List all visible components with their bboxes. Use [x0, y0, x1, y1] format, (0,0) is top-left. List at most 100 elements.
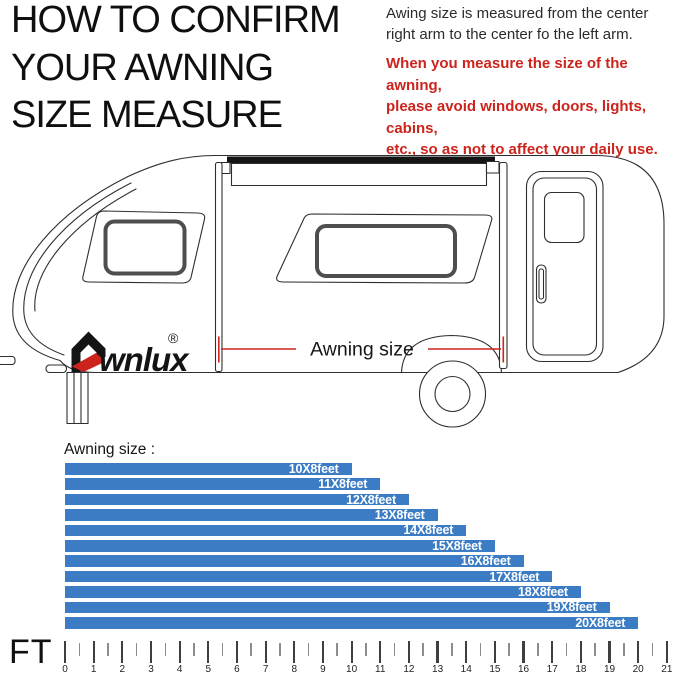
major-tick: [63, 641, 67, 663]
nose-contour-1: [23, 182, 132, 356]
minor-tick: [164, 642, 167, 656]
minor-tick: [221, 642, 224, 656]
warning-line-2: please avoid windows, doors, lights, cab…: [386, 98, 647, 137]
measure-label: Awning size: [310, 339, 414, 361]
bar-label: 20X8feet: [575, 615, 626, 630]
minor-tick: [279, 642, 281, 656]
note-line-2: right arm to the center fo the left arm.: [386, 26, 633, 43]
page-title: HOW TO CONFIRM YOUR AWNING SIZE MEASURE: [11, 0, 341, 140]
registered-trademark: ®: [168, 330, 179, 346]
measure-note: Awing size is measured from the center r…: [386, 3, 648, 45]
door-handle-grip: [538, 268, 545, 300]
tick-number: 6: [234, 664, 240, 675]
minor-tick: [451, 642, 453, 656]
bar-label: 16X8feet: [460, 554, 511, 569]
major-tick: [407, 641, 410, 663]
chart-title: Awning size :: [64, 441, 156, 458]
minor-tick: [193, 642, 195, 656]
tick-number: 0: [62, 664, 68, 675]
minor-tick: [365, 642, 367, 656]
major-tick: [235, 641, 239, 663]
wheel: [418, 360, 487, 428]
tick-number: 4: [176, 664, 183, 675]
bar-label: 13X8feet: [374, 507, 425, 522]
bar-10x8feet: 10X8feet: [65, 461, 352, 476]
minor-tick: [135, 642, 138, 656]
awning-roller-bracket: [485, 160, 500, 174]
bar-12x8feet: 12X8feet: [65, 493, 409, 507]
minor-tick: [250, 642, 253, 656]
door-handle: [535, 264, 547, 304]
bar-label: 17X8feet: [489, 569, 540, 584]
minor-tick: [508, 642, 511, 656]
tick-number: 7: [262, 664, 269, 675]
major-tick: [321, 641, 325, 663]
tick-number: 1: [90, 664, 97, 675]
wheel-hub: [434, 375, 471, 413]
note-line-1: Awing size is measured from the center: [386, 5, 649, 22]
tick-number: 16: [517, 664, 530, 675]
tick-number: 13: [432, 664, 444, 675]
tick-number: 17: [546, 664, 558, 675]
bar-label: 18X8feet: [518, 584, 568, 599]
awning-arm-left: [214, 161, 223, 373]
bar-20x8feet: 20X8feet: [65, 615, 639, 630]
axis-unit-label: FT: [9, 633, 53, 671]
tick-number: 12: [403, 664, 415, 675]
major-tick: [436, 641, 439, 663]
bar-label: 14X8feet: [403, 523, 454, 538]
tick-number: 2: [119, 664, 126, 675]
door-inner: [532, 177, 598, 356]
bar-15x8feet: 15X8feet: [65, 538, 495, 553]
major-tick: [379, 641, 382, 663]
major-tick: [579, 641, 582, 663]
warning-line-1: When you measure the size of the awning,: [386, 55, 628, 94]
minor-tick: [479, 642, 482, 656]
major-tick: [121, 641, 124, 663]
tick-number: 10: [346, 664, 358, 675]
awning-roller: [227, 156, 495, 164]
title-line-2: YOUR AWNING: [11, 46, 274, 89]
major-tick: [665, 641, 668, 663]
major-tick: [293, 641, 296, 663]
major-tick: [207, 641, 210, 663]
front-window: [103, 219, 187, 276]
title-line-1: HOW TO CONFIRM: [11, 0, 341, 41]
minor-tick: [565, 642, 568, 656]
tick-number: 3: [148, 664, 154, 675]
hitch-detail: [0, 355, 16, 366]
bar-label: 19X8feet: [546, 600, 597, 615]
tick-number: 11: [375, 664, 386, 675]
bar-label: 11X8feet: [318, 477, 368, 492]
major-tick: [350, 641, 353, 663]
major-tick: [522, 641, 525, 663]
tick-number: 14: [460, 664, 472, 675]
door-window: [543, 191, 585, 244]
wheel-fender: [400, 334, 503, 374]
tick-number: 5: [205, 664, 212, 675]
major-tick: [264, 641, 267, 663]
marker-light: [45, 364, 68, 374]
major-tick: [608, 641, 611, 663]
brand-logo-a-icon: [71, 331, 106, 372]
minor-tick: [336, 642, 339, 656]
major-tick: [178, 641, 181, 663]
warning-line-3: etc., so as not to affect your daily use…: [386, 141, 658, 158]
minor-tick: [537, 642, 539, 656]
nose-contour-2: [34, 188, 137, 312]
minor-tick: [422, 642, 425, 656]
awning-arm-right: [498, 161, 508, 370]
bar-label: 10X8feet: [288, 461, 339, 476]
bar-18x8feet: 18X8feet: [65, 584, 581, 599]
warning-text: When you measure the size of the awning,…: [386, 53, 679, 161]
bar-13x8feet: 13X8feet: [65, 507, 438, 522]
bar-label: 15X8feet: [432, 538, 482, 553]
bar-16x8feet: 16X8feet: [65, 554, 524, 569]
minor-tick: [78, 642, 81, 656]
minor-tick: [107, 642, 109, 656]
minor-tick: [651, 642, 654, 656]
tick-number: 19: [603, 664, 616, 675]
tick-number: 9: [320, 664, 326, 675]
